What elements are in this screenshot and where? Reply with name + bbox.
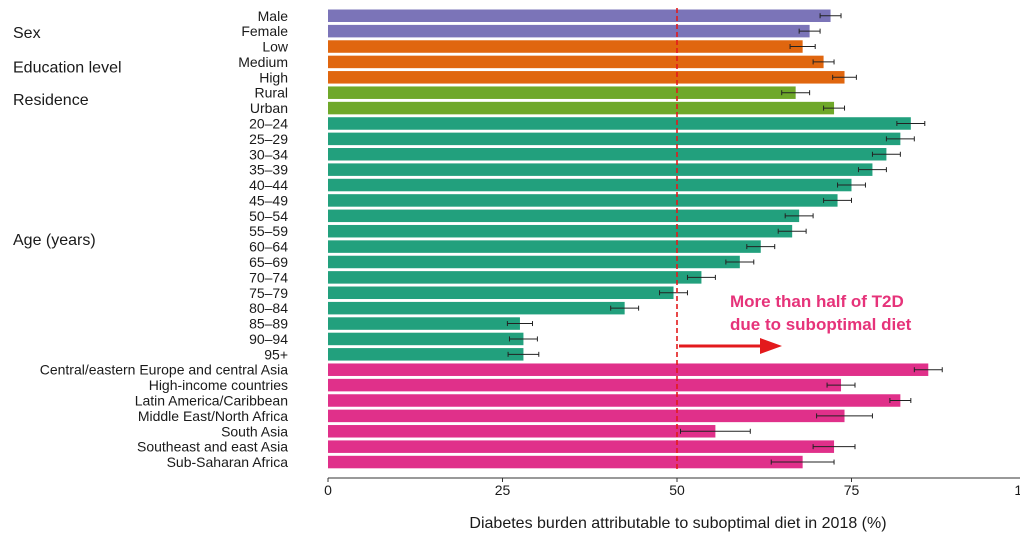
category-label-75-79: 75–79 [249, 285, 288, 301]
bar-85-89 [328, 317, 520, 330]
category-label-southeast-and-east-asia: Southeast and east Asia [137, 439, 288, 455]
x-tick-label-50: 50 [669, 482, 685, 498]
x-axis: 0 25 50 75 100 [324, 477, 1020, 498]
bar-75-79 [328, 286, 674, 300]
bar-95 [328, 348, 524, 361]
category-label-high-income-countries: High-income countries [149, 377, 288, 393]
category-labels: MaleFemaleLowMediumHighRuralUrban20–2425… [40, 8, 289, 470]
category-label-60-64: 60–64 [249, 239, 288, 255]
category-label-male: Male [258, 8, 289, 24]
bar-rural [328, 86, 796, 99]
category-label-25-29: 25–29 [249, 131, 288, 147]
bar-central-eastern-europe-and-central-asia [328, 363, 929, 376]
overlay [676, 8, 782, 470]
x-axis-title: Diabetes burden attributable to suboptim… [469, 515, 886, 532]
bar-latin-america-caribbean [328, 394, 901, 407]
category-label-low: Low [262, 39, 289, 55]
bar-medium [328, 55, 824, 69]
x-tick-label-100: 100 [1014, 482, 1020, 498]
bar-high [328, 71, 845, 84]
bar-70-74 [328, 271, 702, 284]
category-label-medium: Medium [238, 54, 288, 70]
bar-sub-saharan-africa [328, 455, 803, 469]
bar-20-24 [328, 117, 911, 130]
category-label-high: High [259, 69, 288, 85]
category-label-90-94: 90–94 [249, 331, 288, 347]
category-label-middle-east-north-africa: Middle East/North Africa [138, 408, 288, 424]
category-label-female: Female [241, 23, 288, 39]
category-label-85-89: 85–89 [249, 316, 288, 332]
category-label-80-84: 80–84 [249, 300, 288, 316]
category-label-70-74: 70–74 [249, 269, 288, 285]
category-label-urban: Urban [250, 100, 288, 116]
category-label-rural: Rural [255, 85, 288, 101]
bar-60-64 [328, 240, 761, 253]
category-label-20-24: 20–24 [249, 115, 288, 131]
bar-35-39 [328, 163, 873, 176]
category-label-40-44: 40–44 [249, 177, 288, 193]
bar-55-59 [328, 224, 793, 238]
category-label-south-asia: South Asia [221, 423, 288, 439]
bar-65-69 [328, 255, 740, 269]
x-tick-label-25: 25 [495, 482, 511, 498]
category-label-35-39: 35–39 [249, 162, 288, 178]
group-labels: Sex Education level Residence Age (years) [13, 25, 122, 249]
group-label-age-years: Age (years) [13, 232, 96, 249]
category-label-central-eastern-europe-and-central-asia: Central/eastern Europe and central Asia [40, 362, 288, 378]
group-label-education-level: Education level [13, 60, 122, 77]
bar-southeast-and-east-asia [328, 440, 835, 453]
x-tick-label-0: 0 [324, 482, 332, 498]
bar-80-84 [328, 301, 625, 315]
group-label-sex: Sex [13, 25, 41, 42]
category-label-95: 95+ [264, 346, 288, 362]
category-label-65-69: 65–69 [249, 254, 288, 270]
bar-low [328, 40, 803, 53]
category-label-45-49: 45–49 [249, 192, 288, 208]
bar-south-asia [328, 425, 716, 438]
annotation: More than half of T2D due to suboptimal … [730, 292, 912, 334]
bar-middle-east-north-africa [328, 409, 845, 423]
category-label-50-54: 50–54 [249, 208, 288, 224]
annotation-line-2: due to suboptimal diet [730, 315, 912, 334]
group-label-residence: Residence [13, 92, 89, 109]
annotation-arrow-head [760, 338, 782, 354]
category-label-55-59: 55–59 [249, 223, 288, 239]
bar-90-94 [328, 332, 524, 346]
bars [328, 9, 943, 469]
category-label-30-34: 30–34 [249, 146, 288, 162]
bar-high-income-countries [328, 378, 842, 392]
bar-25-29 [328, 132, 901, 146]
bar-female [328, 24, 810, 38]
bar-45-49 [328, 194, 838, 207]
category-label-latin-america-caribbean: Latin America/Caribbean [135, 393, 288, 409]
bar-urban [328, 101, 835, 115]
annotation-line-1: More than half of T2D [730, 292, 904, 311]
bar-50-54 [328, 209, 800, 223]
bar-40-44 [328, 178, 852, 192]
bar-30-34 [328, 148, 887, 161]
x-tick-label-75: 75 [844, 482, 860, 498]
category-label-sub-saharan-africa: Sub-Saharan Africa [167, 454, 289, 470]
bar-male [328, 9, 831, 22]
